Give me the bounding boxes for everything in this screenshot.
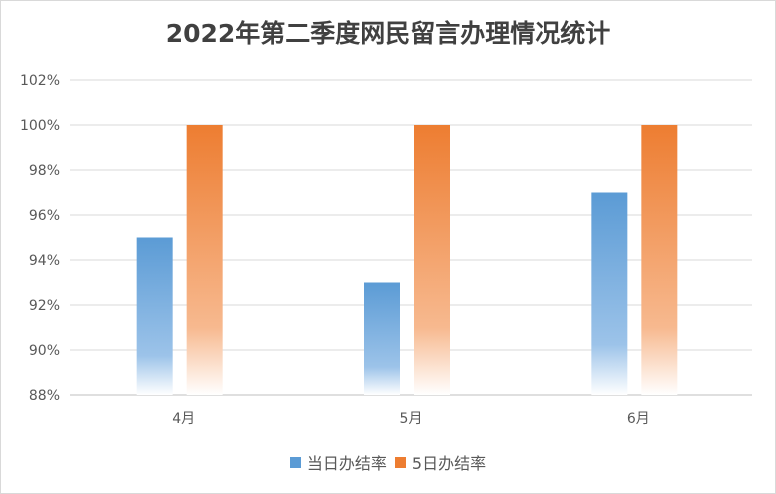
legend-label-series-1: 当日办结率 — [306, 454, 387, 473]
bar-series-1 — [364, 282, 400, 395]
chart-legend: 当日办结率 5日办结率 — [0, 450, 776, 474]
y-tick-label: 100% — [20, 118, 60, 134]
x-tick-label: 4月 — [172, 411, 195, 427]
bar-series-2 — [414, 125, 450, 395]
legend-swatch-series-2 — [394, 456, 406, 468]
y-tick-label: 96% — [29, 208, 60, 224]
bars — [136, 125, 678, 395]
x-tick-label: 6月 — [627, 411, 650, 427]
x-tick-label: 5月 — [400, 411, 423, 427]
chart-title: 2022年第二季度网民留言办理情况统计 — [165, 19, 611, 48]
bar-series-1 — [136, 237, 173, 395]
legend-swatch-series-1 — [289, 456, 301, 468]
bar-series-2 — [641, 125, 678, 395]
gridlines — [70, 79, 752, 396]
bar-series-2 — [186, 125, 223, 395]
y-tick-label: 98% — [29, 163, 60, 179]
legend-label-series-2: 5日办结率 — [411, 454, 487, 473]
legend-item-series-2: 5日办结率 — [394, 450, 487, 474]
y-tick-label: 102% — [20, 73, 60, 89]
y-tick-label: 94% — [29, 253, 60, 269]
y-tick-label: 90% — [29, 343, 60, 359]
legend-item-series-1: 当日办结率 — [289, 450, 387, 474]
y-tick-label: 88% — [29, 388, 60, 404]
x-axis-ticks: 4月 5月 6月 — [172, 411, 650, 427]
y-tick-label: 92% — [29, 298, 60, 314]
bar-series-1 — [591, 192, 628, 395]
y-axis-ticks: 88% 90% 92% 94% 96% 98% 100% 102% — [20, 73, 60, 404]
